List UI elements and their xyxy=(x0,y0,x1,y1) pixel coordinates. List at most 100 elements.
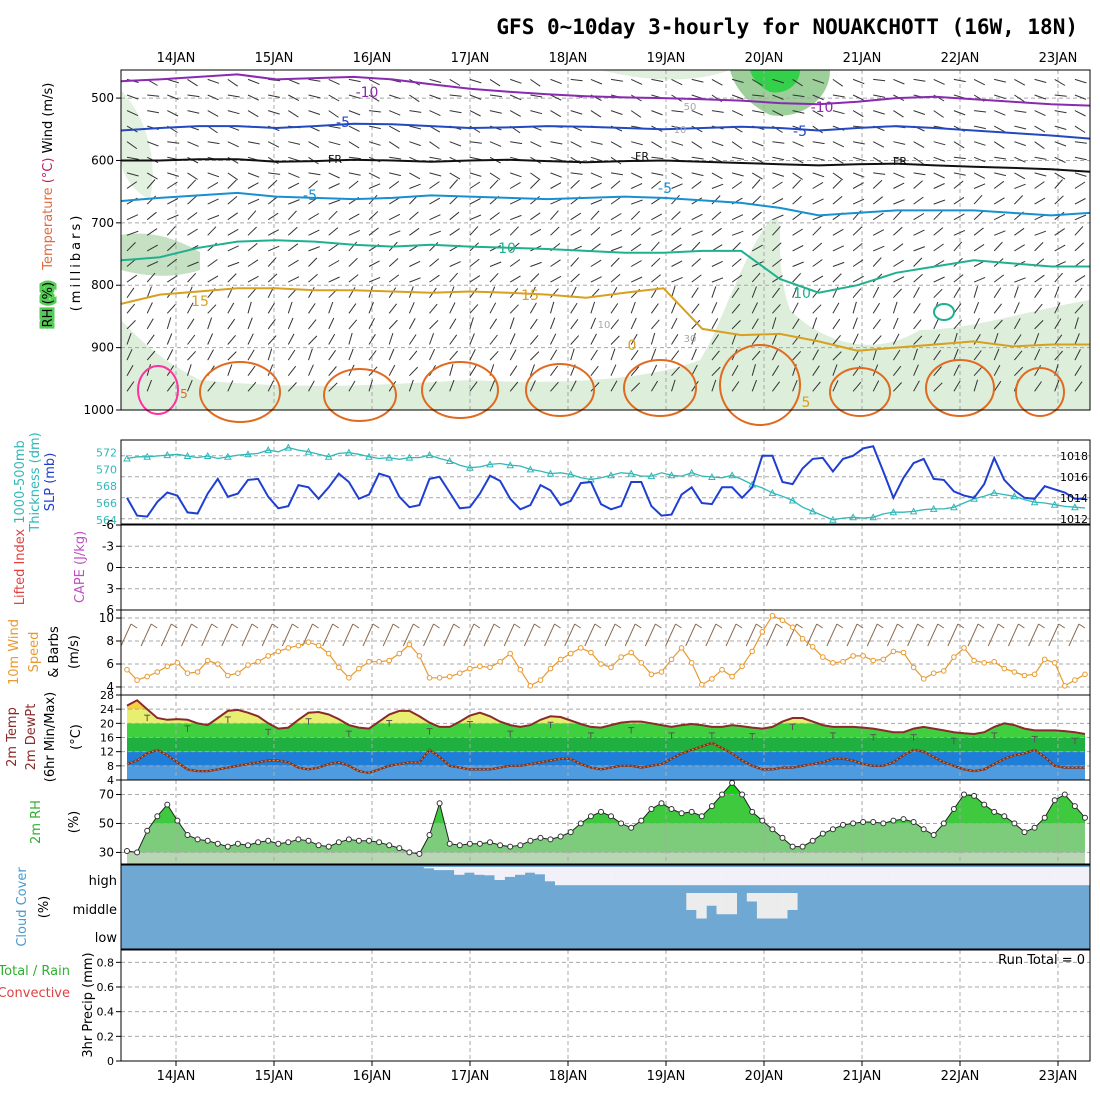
wind-speed-series xyxy=(124,612,1088,689)
wind-barb xyxy=(1014,366,1024,377)
wind-barb xyxy=(328,78,340,85)
upper-ylabel-2: (millibars) xyxy=(69,213,84,312)
wind-barb xyxy=(308,335,318,345)
wind-speed-point xyxy=(356,665,362,672)
wind-barb xyxy=(933,333,941,345)
wind-barb xyxy=(388,274,400,283)
wind-barb-flag xyxy=(997,623,1005,629)
wind-barb xyxy=(388,180,400,189)
wind-barb xyxy=(1054,141,1067,147)
wind-barb xyxy=(731,141,743,150)
wind-barb xyxy=(691,78,704,83)
wind-barb xyxy=(650,332,656,345)
cloud-cover-panel: high middle low Cloud Cover (%) xyxy=(15,864,1091,950)
wind-barb xyxy=(973,302,980,314)
rh-point xyxy=(315,842,322,849)
wind-barb xyxy=(1074,317,1079,330)
low-level-isotherm xyxy=(199,361,281,423)
rh-point xyxy=(1082,814,1088,821)
wind-barb xyxy=(772,214,784,221)
wind-barb-flag xyxy=(755,623,763,629)
wind-barb xyxy=(631,199,643,205)
wind-barb-flag xyxy=(614,623,622,629)
wind-barb xyxy=(913,180,923,189)
wind-barb xyxy=(348,94,361,99)
wind-barb xyxy=(389,230,401,236)
wind-barb xyxy=(866,623,878,647)
wind-barb xyxy=(409,227,420,236)
high-cloud-gap xyxy=(898,867,909,886)
rh-point xyxy=(698,813,705,820)
gridlines xyxy=(121,610,1090,695)
high-cloud-gap xyxy=(938,867,949,886)
wind-barb xyxy=(711,244,723,252)
wind-barb xyxy=(610,246,623,252)
wind-barb xyxy=(227,179,237,189)
wind-barb xyxy=(651,156,664,160)
rh-point xyxy=(255,839,262,846)
thickness-point xyxy=(244,450,252,458)
wind-barb xyxy=(469,365,477,376)
wind-barb xyxy=(328,94,340,102)
wind-barb xyxy=(610,141,622,149)
wind-barb xyxy=(610,78,623,82)
wind-barb xyxy=(409,94,420,103)
slp-axis: 572 570 568 566 564 1018 1016 1014 1012 xyxy=(96,447,1088,527)
high-cloud-gap xyxy=(736,867,748,886)
wind-barb xyxy=(550,226,560,236)
wind-barb xyxy=(267,141,280,148)
wind-barb xyxy=(832,261,845,267)
rh-point xyxy=(749,808,756,815)
wind-barb xyxy=(933,210,943,221)
y-tick-label: 28 xyxy=(100,689,114,702)
temp-line xyxy=(126,699,1086,736)
rh-point xyxy=(1041,814,1048,821)
wind-barb xyxy=(287,301,293,314)
wind-barb xyxy=(792,318,800,330)
wind-barb-flag xyxy=(937,623,945,629)
wind-barb xyxy=(812,110,824,117)
thickness-point xyxy=(345,448,353,456)
wind-speed-point xyxy=(709,676,715,682)
rh-point xyxy=(1031,824,1038,831)
wind-barb xyxy=(872,229,885,236)
wind-barb xyxy=(247,301,252,314)
wind-speed-point xyxy=(1001,665,1008,672)
temp-ylabel-3: (6hr Min/Max) xyxy=(43,692,58,782)
wind-barb xyxy=(630,172,643,179)
wind-barb xyxy=(852,94,865,101)
wind-barb xyxy=(550,301,555,314)
wind-barb xyxy=(126,274,138,283)
cloud-level-label: middle xyxy=(73,903,117,918)
wind-barb xyxy=(953,110,966,116)
wind-barb xyxy=(711,172,723,180)
low-level-isotherm xyxy=(925,359,995,417)
wind-barb xyxy=(167,94,179,100)
wind-barb xyxy=(993,332,999,345)
wind-barb xyxy=(751,244,763,252)
wind-barb xyxy=(832,228,844,236)
wind-barb xyxy=(550,275,562,283)
wind-barb xyxy=(731,181,743,189)
wind-barb xyxy=(267,364,274,376)
wind-barb-flag xyxy=(554,623,561,629)
wind-barb xyxy=(187,334,196,345)
wind-barb xyxy=(872,257,882,267)
wind-barb xyxy=(630,210,641,221)
wind-barb xyxy=(933,366,942,377)
high-cloud-gap xyxy=(867,867,879,886)
wind-barb xyxy=(893,210,902,221)
wind-speed-point xyxy=(295,642,302,649)
run-total-label: Run Total = 0 xyxy=(998,953,1085,968)
wind-barb xyxy=(751,364,756,376)
rh-ylabel-1: 2m RH xyxy=(29,800,44,844)
high-cloud-gap xyxy=(797,867,808,886)
wind-barb xyxy=(792,245,804,252)
upper-ylabel-temp: Temperature xyxy=(41,187,56,270)
wind-barb xyxy=(348,172,361,176)
wind-barb xyxy=(187,94,200,98)
rh-point xyxy=(628,824,635,831)
wind-barb xyxy=(166,349,174,361)
wind-barb xyxy=(812,333,819,345)
wind-barb xyxy=(731,303,741,314)
